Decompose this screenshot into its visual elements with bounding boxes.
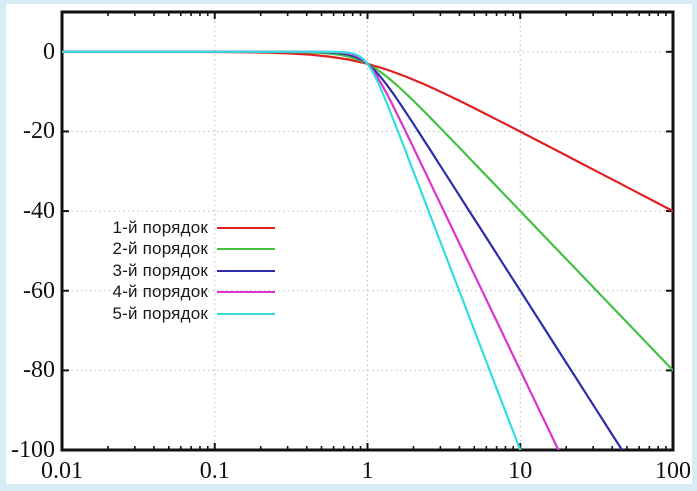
legend-label: 2-й порядок (112, 239, 208, 259)
curve-order-5 (62, 50, 522, 450)
x-tick-label-10: 10 (508, 458, 533, 484)
legend-label: 1-й порядок (112, 217, 208, 237)
legend-label: 4-й порядок (112, 282, 208, 302)
legend-item-order-3: 3-й порядок (58, 260, 275, 282)
legend-item-order-2: 2-й порядок (58, 239, 275, 261)
x-tick-label-0.1: 0.1 (199, 458, 230, 484)
y-tick-label--20: -20 (23, 118, 55, 145)
legend-line-sample (217, 269, 275, 272)
legend: 1-й порядок 2-й порядок 3-й порядок 4-й … (58, 217, 275, 325)
x-tick-label-0.01: 0.01 (41, 458, 83, 484)
legend-line-sample (217, 226, 275, 229)
legend-line-sample (217, 312, 275, 315)
y-tick-label--60: -60 (23, 277, 55, 304)
y-tick-label--100: -100 (11, 437, 55, 463)
x-tick-label-1: 1 (361, 458, 374, 484)
y-tick-label--80: -80 (23, 357, 55, 384)
legend-item-order-4: 4-й порядок (58, 282, 275, 304)
legend-line-sample (217, 291, 275, 294)
y-tick-label--40: -40 (23, 198, 55, 225)
legend-item-order-1: 1-й порядок (58, 217, 275, 239)
legend-item-order-5: 5-й порядок (58, 303, 275, 325)
x-tick-label-100: 100 (655, 458, 691, 484)
legend-line-sample (217, 248, 275, 251)
legend-label: 3-й порядок (112, 260, 208, 280)
legend-label: 5-й порядок (112, 303, 208, 323)
y-tick-label-0: 0 (43, 38, 55, 65)
